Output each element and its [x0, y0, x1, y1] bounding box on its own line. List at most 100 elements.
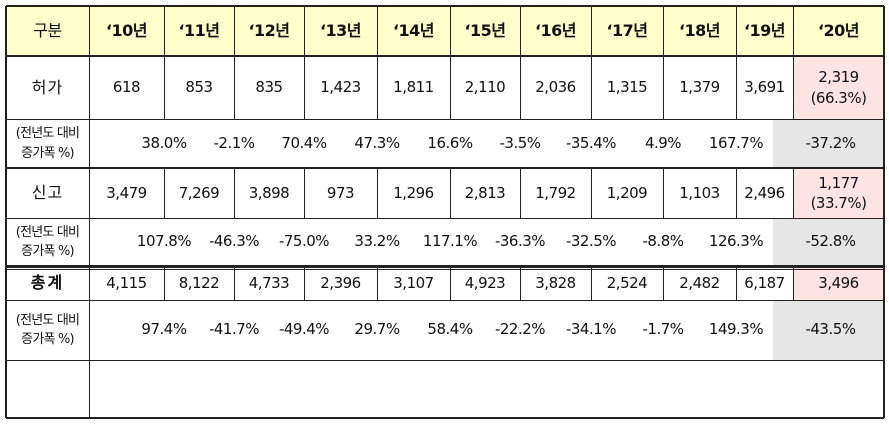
grid-line-vertical [520, 56, 521, 119]
last-year-value-cell: 1,177 (33.7%) [793, 168, 884, 218]
change-value: -37.2% [805, 133, 856, 152]
value-cell: 3,828 [535, 273, 576, 292]
grid-line-vertical [304, 266, 305, 300]
last-year-share: (33.7%) [810, 194, 867, 212]
last-year-value: 2,319 [818, 68, 859, 87]
grid-line-vertical [793, 6, 794, 56]
change-value: -36.3% [494, 232, 546, 250]
change-value: 149.3% [708, 320, 764, 338]
value-cell: 4,923 [464, 273, 506, 292]
grid-line-vertical [5, 6, 7, 418]
header-label-cell: 구분 [6, 6, 89, 56]
change-value: -1.7% [642, 320, 684, 338]
grid-line-vertical [793, 56, 794, 119]
grid-line-vertical [736, 168, 737, 218]
change-value: 47.3% [354, 133, 400, 152]
change-value: 16.6% [427, 133, 473, 152]
header-year-cell: ‘19년 [736, 6, 793, 56]
last-year-share: (66.3%) [810, 88, 867, 107]
grid-line-vertical [736, 56, 737, 119]
change-label-line2: 증가폭 %) [21, 332, 74, 347]
change-label-line1: (전년도 대비 [15, 224, 80, 240]
grid-line-vertical [591, 56, 592, 119]
grid-line-vertical [736, 266, 737, 300]
header-year-cell: ‘10년 [89, 6, 164, 56]
change-value: -49.4% [278, 320, 330, 338]
header-year-cell: ‘20년 [793, 6, 884, 56]
grid-line-vertical [377, 266, 378, 300]
grid-line-horizontal [6, 167, 884, 169]
grid-line-vertical [377, 168, 378, 218]
grid-line-vertical [663, 168, 664, 218]
grid-line-vertical [591, 6, 592, 56]
grid-line-horizontal [6, 269, 884, 270]
value-cell: 3,479 [106, 183, 147, 202]
grid-line-horizontal [6, 265, 884, 268]
value-cell: 1,315 [606, 78, 648, 97]
grid-line-vertical [164, 56, 165, 119]
value-cell: 1,209 [606, 183, 648, 202]
header-year-cell: ‘16년 [520, 6, 591, 56]
header-year-cell: ‘12년 [234, 6, 304, 56]
grid-line-vertical [793, 168, 794, 218]
change-label-line1: (전년도 대비 [15, 126, 80, 141]
header-year-cell: ‘14년 [377, 6, 450, 56]
header-year-cell: ‘11년 [164, 6, 234, 56]
change-value: -22.2% [494, 320, 546, 338]
grid-line-vertical [520, 6, 521, 56]
change-value: -41.7% [208, 320, 260, 338]
last-change-highlight [773, 218, 884, 266]
value-cell: 2,110 [464, 78, 506, 97]
grid-line-vertical [591, 266, 592, 300]
grid-line-vertical [234, 266, 235, 300]
grid-line-vertical [450, 56, 451, 119]
grid-line-horizontal [6, 119, 884, 120]
value-cell: 1,296 [393, 183, 434, 202]
change-value: 107.8% [136, 232, 192, 250]
change-value: 97.4% [141, 320, 187, 338]
value-cell: 973 [326, 183, 355, 202]
change-value: 117.1% [422, 232, 478, 250]
grid-line-vertical [164, 168, 165, 218]
value-cell: 7,269 [178, 183, 220, 202]
value-cell: 1,379 [679, 78, 720, 97]
row-label: 허가 [31, 77, 64, 97]
value-cell: 3,898 [248, 183, 290, 202]
grid-line-vertical [164, 266, 165, 300]
grid-line-vertical [736, 6, 737, 56]
value-cell: 2,482 [679, 273, 720, 292]
grid-line-vertical [663, 6, 664, 56]
grid-line-horizontal [6, 300, 884, 301]
change-value: -3.5% [499, 133, 541, 152]
change-value: -32.5% [565, 232, 617, 250]
value-cell: 618 [112, 78, 141, 97]
change-value: 70.4% [281, 133, 327, 152]
value-cell: 8,122 [178, 273, 220, 292]
last-year-value: 1,177 [818, 173, 859, 192]
last-year-value-cell: 3,496 [793, 266, 884, 300]
change-row-label: (전년도 대비 증가폭 %) [6, 119, 89, 168]
change-label-line2: 증가폭 %) [21, 244, 74, 259]
row-label: 신고 [31, 183, 64, 203]
value-cell: 853 [185, 78, 213, 97]
grid-line-vertical [304, 56, 305, 119]
change-value: 4.9% [644, 133, 682, 152]
grid-line-vertical [591, 168, 592, 218]
grid-line-vertical [234, 56, 235, 119]
grid-line-vertical [377, 56, 378, 119]
grid-line-horizontal [6, 218, 884, 219]
change-value: 126.3% [708, 232, 764, 250]
last-year-value: 3,496 [818, 273, 859, 292]
grid-line-vertical [377, 6, 378, 56]
value-cell: 1,423 [320, 78, 361, 97]
change-value: 167.7% [708, 133, 764, 152]
grid-line-vertical [520, 168, 521, 218]
value-cell: 2,496 [744, 183, 785, 202]
value-cell: 1,792 [535, 183, 576, 202]
change-value: -43.5% [805, 320, 856, 338]
change-label-line1: (전년도 대비 [15, 312, 80, 328]
value-cell: 4,733 [248, 273, 290, 292]
